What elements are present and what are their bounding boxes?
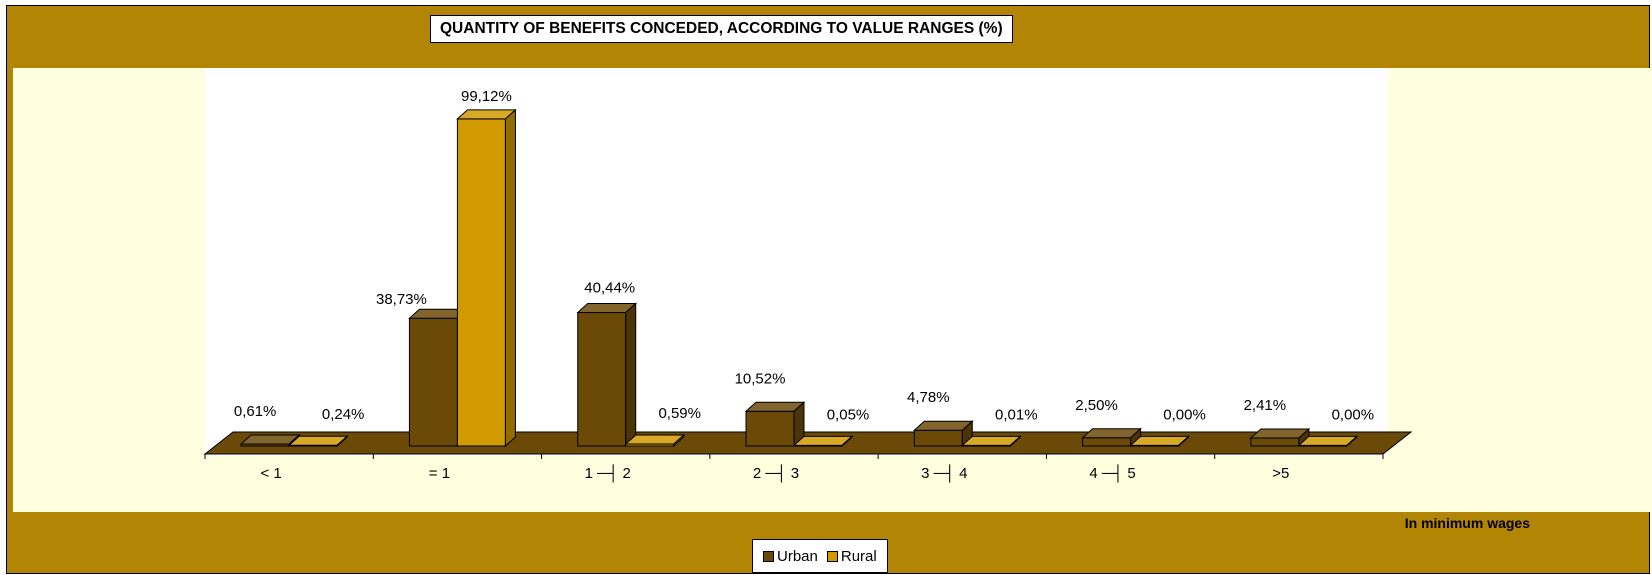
legend-entry-urban: Urban bbox=[763, 548, 818, 565]
bar-side-rural bbox=[673, 433, 685, 448]
x-tick-label: >5 bbox=[1272, 465, 1289, 482]
bar-side-urban bbox=[625, 302, 637, 448]
data-label-rural: 0,24% bbox=[322, 406, 365, 423]
x-axis-title: In minimum wages bbox=[1404, 515, 1530, 531]
chart-title: QUANTITY OF BENEFITS CONCEDED, ACCORDING… bbox=[440, 20, 1003, 37]
bar-urban bbox=[1250, 437, 1300, 447]
bar-side-rural bbox=[841, 435, 853, 448]
x-tick-label: 4 ─┤ 5 bbox=[1089, 464, 1135, 483]
x-tick-label: 3 ─┤ 4 bbox=[921, 464, 967, 483]
legend-label-urban: Urban bbox=[777, 547, 818, 565]
data-label-urban: 40,44% bbox=[584, 280, 635, 297]
data-label-rural: 0,05% bbox=[827, 406, 870, 423]
data-label-rural: 0,01% bbox=[995, 406, 1038, 423]
x-tick-label: 2 ─┤ 3 bbox=[753, 464, 799, 483]
data-label-urban: 2,41% bbox=[1244, 397, 1287, 414]
legend-swatch-rural bbox=[826, 550, 838, 562]
legend-label-rural: Rural bbox=[840, 547, 877, 565]
data-label-urban: 38,73% bbox=[376, 291, 427, 308]
plot-area: 0,61% 0,24% < 1 38,73% 99,12% = 1 40,44% 0,59% 1… bbox=[13, 68, 1652, 512]
bar-urban bbox=[913, 429, 963, 447]
plot-wall bbox=[205, 68, 1388, 456]
data-label-rural: 0,59% bbox=[658, 405, 701, 422]
legend-entry-rural: Rural bbox=[826, 547, 877, 565]
legend-swatch-urban bbox=[763, 550, 774, 562]
bar-side-rural bbox=[1346, 435, 1358, 448]
data-label-rural: 99,12% bbox=[461, 88, 512, 105]
bar-urban bbox=[745, 410, 795, 447]
bar-side-rural bbox=[1009, 435, 1021, 448]
bar-side-rural bbox=[1178, 435, 1190, 448]
legend: Urban Rural bbox=[752, 539, 888, 573]
bar-urban bbox=[408, 317, 458, 447]
data-label-urban: 0,61% bbox=[234, 403, 277, 420]
bar-rural bbox=[456, 118, 506, 447]
bar-side-rural bbox=[504, 108, 516, 448]
bar-urban bbox=[1082, 437, 1132, 447]
x-tick-label: 1 ─┤ 2 bbox=[585, 464, 631, 483]
data-label-urban: 4,78% bbox=[907, 389, 950, 406]
bar-urban bbox=[577, 312, 627, 447]
data-label-rural: 0,00% bbox=[1332, 406, 1375, 423]
bar-chart: 0,61% 0,24% < 1 38,73% 99,12% = 1 40,44% 0,59% 1… bbox=[203, 68, 1413, 483]
bar-side-rural bbox=[336, 435, 348, 448]
data-label-urban: 2,50% bbox=[1075, 397, 1118, 414]
data-label-rural: 0,00% bbox=[1163, 406, 1206, 423]
data-label-urban: 10,52% bbox=[735, 370, 786, 387]
x-tick-label: = 1 bbox=[429, 465, 450, 482]
chart-title-box: QUANTITY OF BENEFITS CONCEDED, ACCORDING… bbox=[430, 15, 1013, 43]
x-tick-label: < 1 bbox=[261, 465, 282, 482]
